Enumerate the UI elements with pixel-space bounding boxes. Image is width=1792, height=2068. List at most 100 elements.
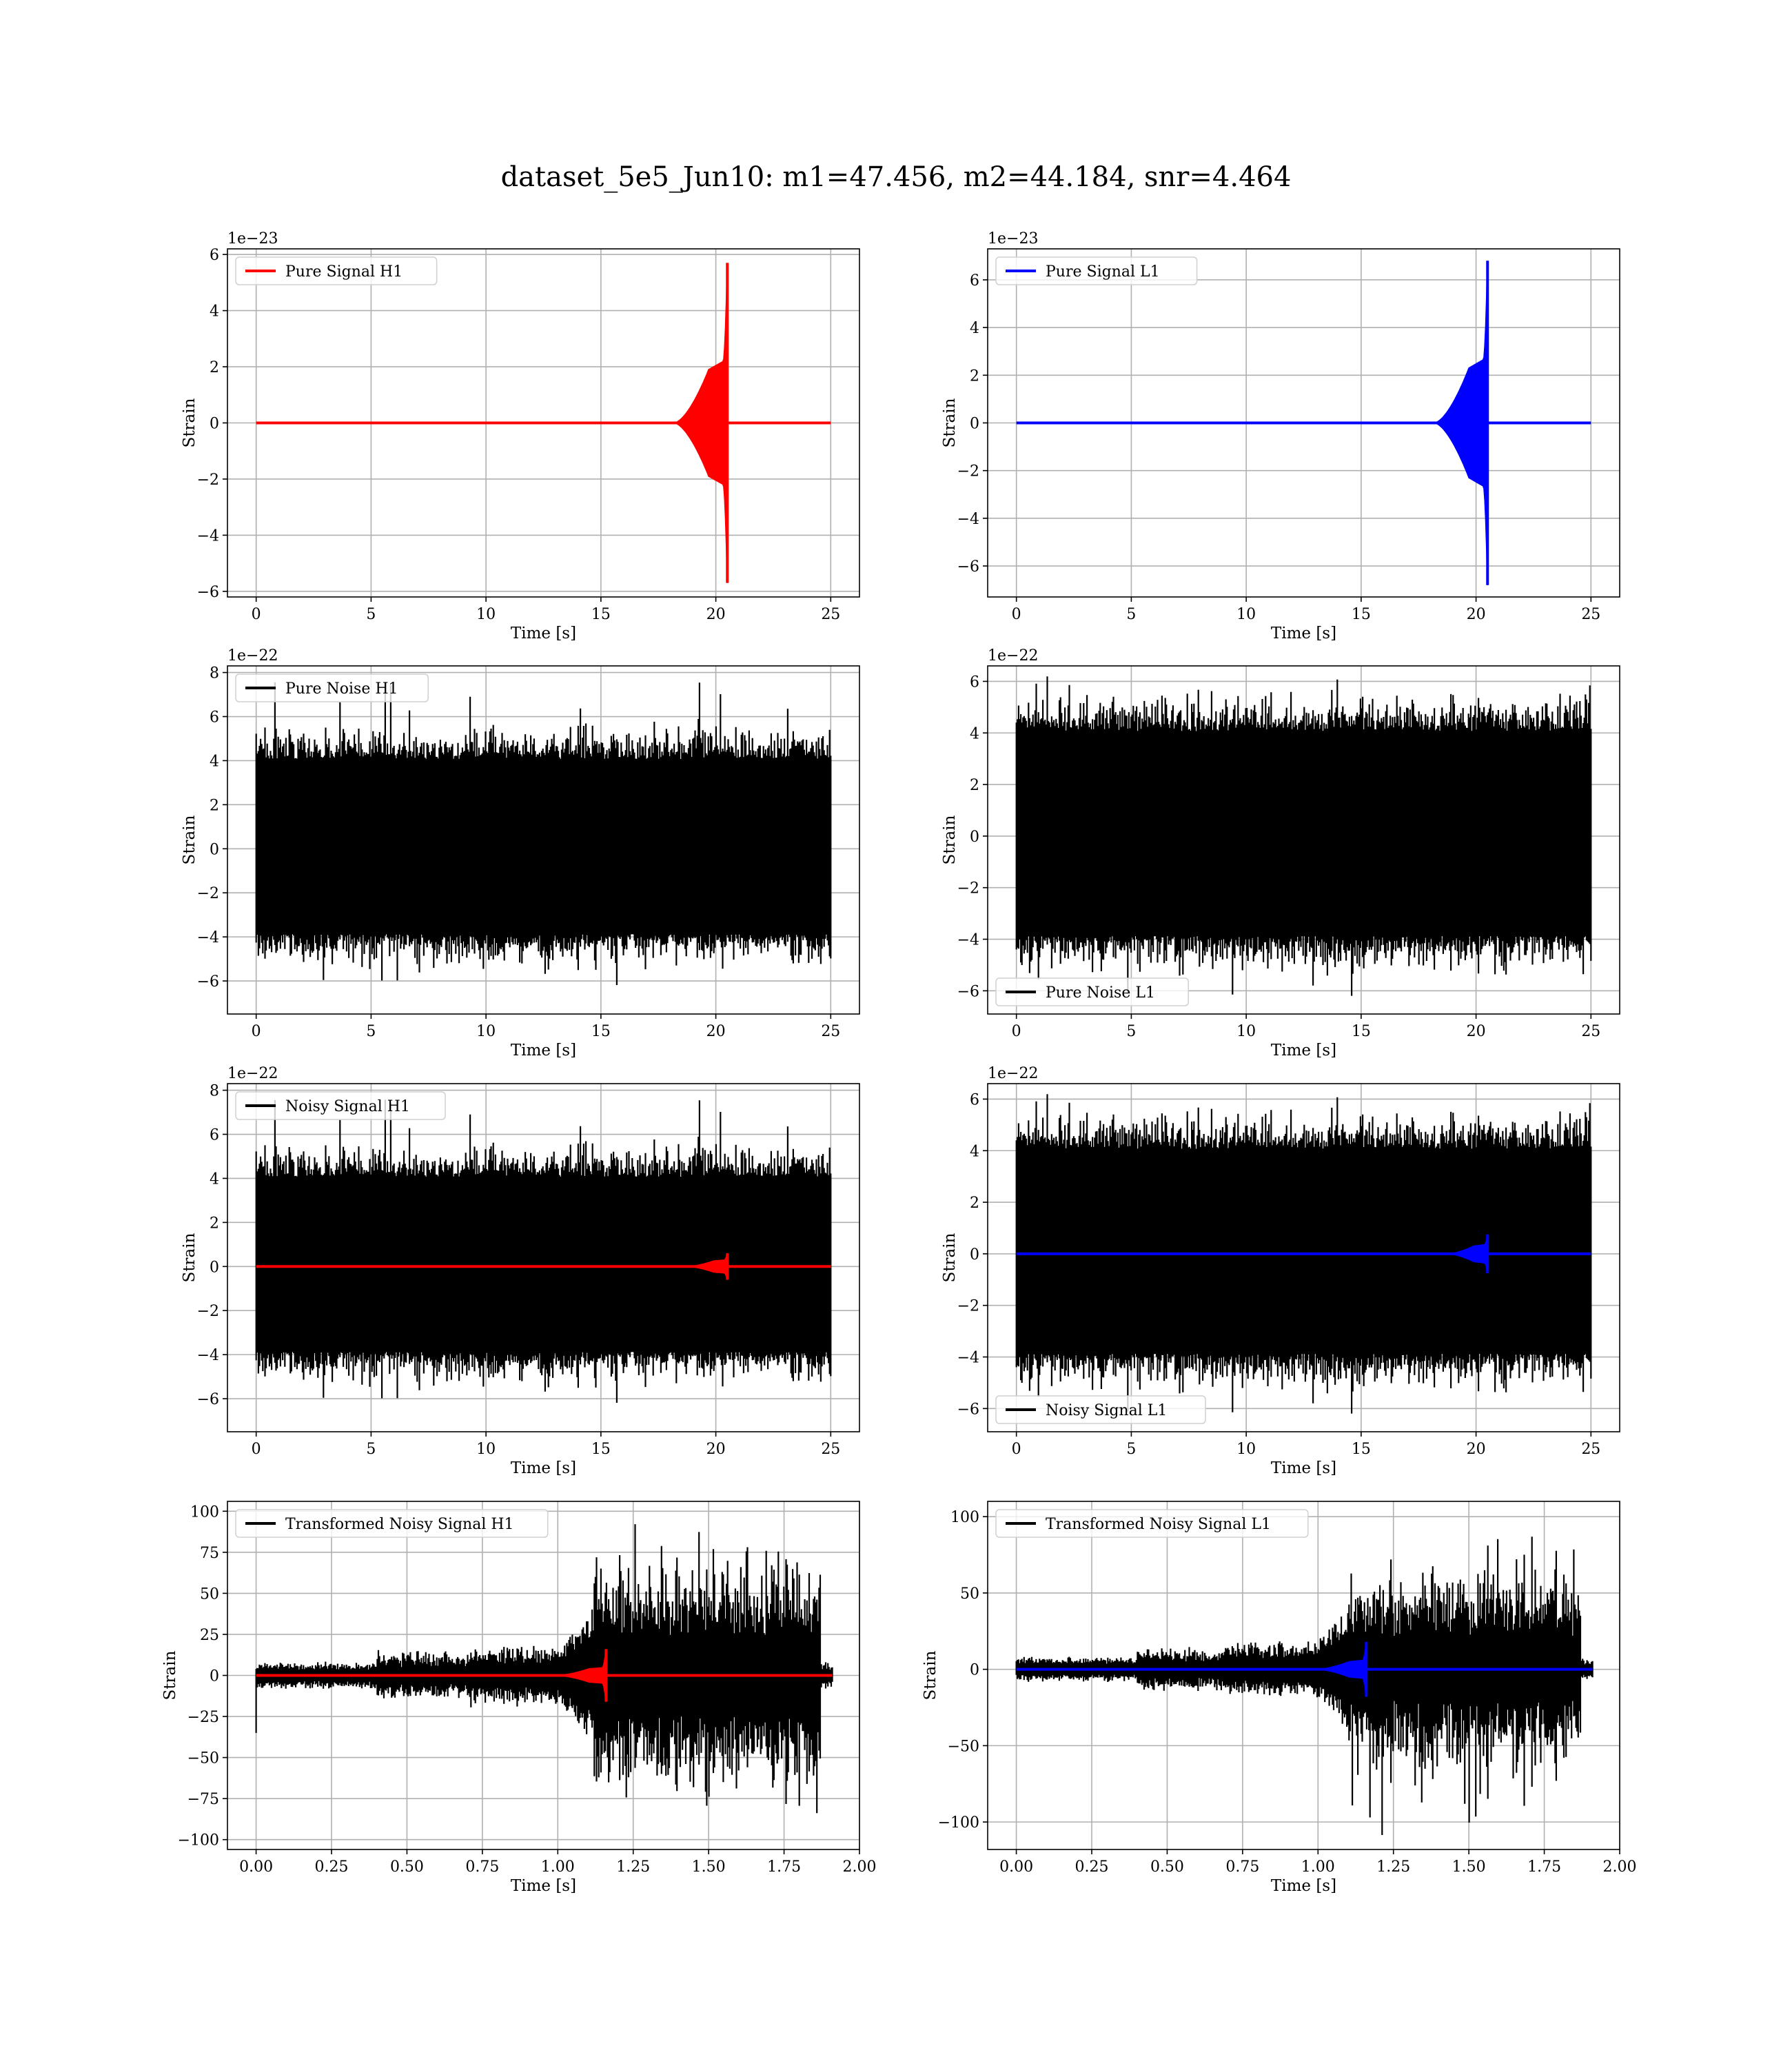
subplot-pure-noise-l1: 0 5 10 15 20 25 −6 −4 −2 0 2 4 6 Time [s] Strain 1e−22 P… xyxy=(941,647,1620,1060)
x-tick-label: 20 xyxy=(706,606,726,623)
x-tick-label: 20 xyxy=(1467,606,1486,623)
y-tick-label: −2 xyxy=(957,463,979,480)
x-axis-label: Time [s] xyxy=(511,1042,576,1060)
y-tick-label: −6 xyxy=(957,983,979,1000)
y-tick-label: 100 xyxy=(190,1503,219,1521)
noise-trace xyxy=(1015,676,1592,996)
y-tick-label: 2 xyxy=(970,367,979,385)
x-tick-label: 1.00 xyxy=(1301,1858,1335,1876)
noise-trace xyxy=(255,682,832,985)
x-tick-label: 0.75 xyxy=(465,1858,499,1876)
y-tick-label: 25 xyxy=(200,1627,219,1644)
y-tick-label: −25 xyxy=(187,1709,219,1726)
axes-frame xyxy=(227,1083,860,1432)
y-axis-label: Strain xyxy=(181,1233,198,1282)
series-group xyxy=(256,263,831,583)
x-tick-label: 0.00 xyxy=(999,1858,1033,1876)
y-tick-label: 50 xyxy=(200,1585,219,1603)
x-tick-label: 25 xyxy=(1581,606,1600,623)
x-tick-label: 1.00 xyxy=(541,1858,575,1876)
series-group xyxy=(1015,1094,1592,1414)
x-axis-label: Time [s] xyxy=(1271,625,1336,642)
legend: Noisy Signal L1 xyxy=(995,1395,1206,1424)
x-tick-label: 0.25 xyxy=(315,1858,349,1876)
series-1 xyxy=(1016,1234,1591,1274)
subplot-pure-signal-h1: 0 5 10 15 20 25 −6 −4 −2 0 2 4 6 Time [s] Strain 1e−23 P… xyxy=(181,230,860,642)
x-tick-label: 1.25 xyxy=(1376,1858,1410,1876)
y-tick-label: 0 xyxy=(970,829,979,846)
legend: Transformed Noisy Signal H1 xyxy=(235,1509,549,1538)
y-tick-label: 2 xyxy=(970,1195,979,1212)
y-tick-label: −6 xyxy=(957,558,979,576)
x-tick-label: 5 xyxy=(1126,1441,1136,1458)
y-axis-label: Strain xyxy=(922,1650,939,1700)
y-tick-label: −2 xyxy=(197,1303,219,1320)
x-tick-label: 20 xyxy=(706,1441,726,1458)
x-tick-label: 0 xyxy=(252,1441,261,1458)
y-tick-label: −4 xyxy=(197,929,219,946)
x-axis-label: Time [s] xyxy=(511,1877,576,1895)
y-tick-label: −6 xyxy=(197,1391,219,1408)
y-tick-label: −4 xyxy=(197,1347,219,1364)
x-tick-label: 25 xyxy=(821,1441,840,1458)
x-tick-label: 15 xyxy=(1352,606,1371,623)
x-tick-label: 0.50 xyxy=(1150,1858,1184,1876)
y-axis-label: Strain xyxy=(181,398,198,447)
y-offset-label: 1e−22 xyxy=(988,1065,1038,1082)
axes-frame xyxy=(227,665,860,1015)
legend: Pure Noise L1 xyxy=(995,977,1189,1006)
x-axis-label: Time [s] xyxy=(1271,1042,1336,1060)
y-axis-label: Strain xyxy=(181,815,198,864)
x-tick-label: 25 xyxy=(1581,1023,1600,1040)
y-tick-label: −50 xyxy=(948,1738,979,1755)
y-tick-label: 6 xyxy=(210,709,219,727)
y-tick-label: −6 xyxy=(197,584,219,601)
y-tick-label: 75 xyxy=(200,1545,219,1562)
y-tick-label: 50 xyxy=(960,1585,979,1603)
subplot-noisy-signal-h1: 0 5 10 15 20 25 −6 −4 −2 0 2 4 6 8 Time [s] Strain 1e−22… xyxy=(181,1065,860,1477)
legend-label: Noisy Signal L1 xyxy=(1046,1402,1167,1419)
x-tick-label: 0.75 xyxy=(1225,1858,1259,1876)
x-tick-label: 1.50 xyxy=(692,1858,726,1876)
x-tick-label: 1.25 xyxy=(616,1858,650,1876)
x-axis-label: Time [s] xyxy=(511,1459,576,1477)
axes-frame xyxy=(987,665,1620,1015)
x-tick-label: 1.75 xyxy=(767,1858,801,1876)
legend-box xyxy=(235,1509,549,1538)
x-tick-label: 15 xyxy=(1352,1023,1371,1040)
series-0 xyxy=(1015,676,1592,996)
x-tick-label: 20 xyxy=(1467,1441,1486,1458)
y-tick-label: 4 xyxy=(210,303,219,321)
series-0 xyxy=(255,682,832,985)
legend-label: Transformed Noisy Signal H1 xyxy=(285,1516,514,1533)
y-tick-label: 0 xyxy=(210,416,219,433)
x-tick-label: 10 xyxy=(476,1023,496,1040)
series-1 xyxy=(1016,1641,1593,1697)
y-tick-label: 2 xyxy=(210,1215,219,1232)
y-tick-label: −50 xyxy=(187,1750,219,1767)
legend-box xyxy=(235,673,429,702)
x-tick-label: 20 xyxy=(706,1023,726,1040)
x-tick-label: 15 xyxy=(591,1441,611,1458)
y-axis-label: Strain xyxy=(161,1650,179,1700)
legend-label: Pure Noise L1 xyxy=(1046,984,1155,1002)
y-tick-label: −4 xyxy=(957,1350,979,1367)
y-tick-label: 6 xyxy=(970,272,979,290)
x-tick-label: 0 xyxy=(252,1023,261,1040)
series-group xyxy=(255,682,832,985)
x-axis-label: Time [s] xyxy=(1271,1459,1336,1477)
legend-label: Noisy Signal H1 xyxy=(285,1098,410,1115)
y-tick-label: 0 xyxy=(210,1259,219,1276)
y-axis-label: Strain xyxy=(941,398,959,447)
y-tick-label: 6 xyxy=(210,1127,219,1144)
legend-label: Pure Signal H1 xyxy=(285,263,403,281)
y-tick-label: −6 xyxy=(197,973,219,991)
y-tick-label: −4 xyxy=(197,527,219,545)
y-tick-label: 4 xyxy=(970,725,979,742)
gridlines xyxy=(227,249,859,597)
figure-title: dataset_5e5_Jun10: m1=47.456, m2=44.184,… xyxy=(501,161,1292,193)
x-tick-label: 5 xyxy=(366,606,376,623)
x-tick-label: 5 xyxy=(1126,606,1136,623)
